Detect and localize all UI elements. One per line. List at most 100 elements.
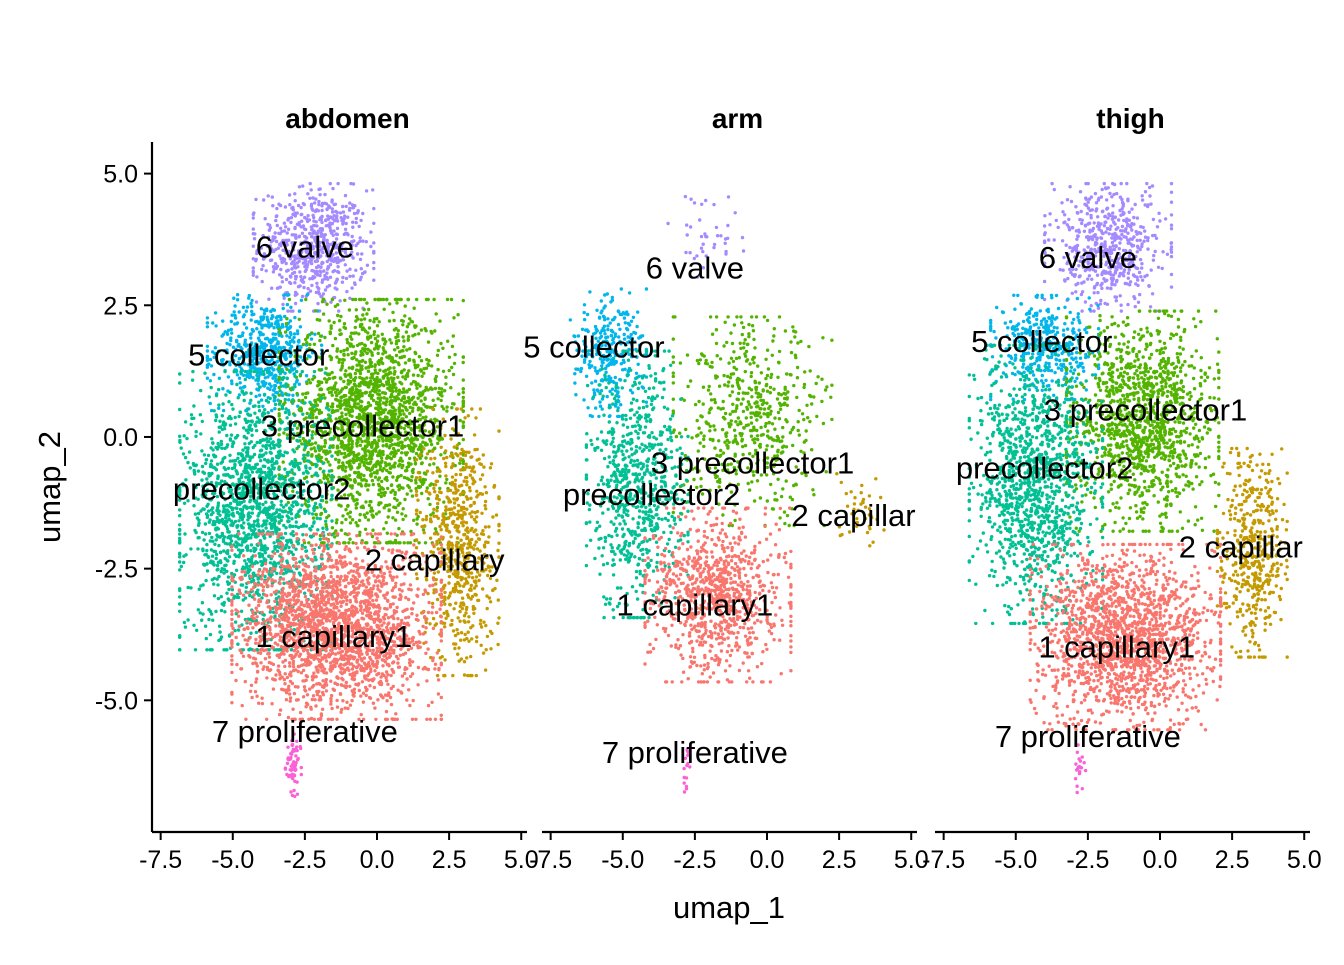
- data-point: [369, 230, 373, 234]
- data-point: [398, 389, 402, 393]
- data-point: [399, 297, 403, 302]
- data-point: [358, 257, 363, 262]
- data-point: [278, 452, 282, 456]
- data-point: [291, 533, 296, 538]
- data-point: [323, 277, 327, 281]
- data-point: [227, 555, 232, 559]
- data-point: [318, 193, 322, 197]
- data-point: [301, 201, 305, 206]
- data-point: [216, 560, 221, 564]
- data-point: [288, 331, 293, 335]
- data-point: [461, 459, 465, 463]
- data-point: [350, 203, 355, 207]
- data-point: [339, 451, 344, 456]
- data-point: [271, 204, 275, 208]
- data-point: [305, 293, 310, 297]
- data-point: [306, 214, 310, 218]
- data-point: [433, 386, 438, 391]
- data-point: [266, 460, 270, 464]
- data-point: [411, 395, 416, 399]
- data-point: [430, 387, 434, 391]
- data-point: [291, 387, 295, 391]
- data-point: [441, 369, 446, 373]
- data-point: [369, 244, 373, 249]
- data-point: [396, 345, 400, 350]
- data-point: [347, 449, 351, 453]
- data-point: [220, 460, 225, 464]
- data-point: [300, 279, 305, 284]
- data-point: [220, 519, 224, 523]
- data-point: [362, 473, 366, 478]
- data-point: [357, 369, 361, 373]
- data-point: [408, 317, 412, 321]
- data-point: [393, 538, 398, 543]
- data-point: [337, 319, 342, 323]
- data-point: [302, 275, 307, 279]
- data-point: [236, 628, 241, 632]
- data-point: [461, 378, 465, 382]
- data-point: [220, 446, 224, 450]
- data-point: [339, 314, 343, 319]
- data-point: [255, 377, 260, 381]
- data-point: [360, 341, 364, 346]
- data-point: [411, 373, 416, 377]
- data-point: [316, 265, 320, 269]
- data-point: [274, 265, 278, 270]
- data-point: [296, 461, 300, 466]
- data-point: [264, 526, 268, 530]
- data-point: [335, 287, 339, 291]
- data-point: [328, 226, 332, 230]
- data-point: [363, 453, 368, 458]
- data-point: [212, 372, 216, 377]
- data-point: [410, 475, 414, 479]
- data-point: [190, 378, 195, 382]
- data-point: [305, 250, 309, 255]
- data-point: [340, 521, 344, 525]
- data-point: [397, 526, 401, 531]
- data-point: [334, 397, 338, 402]
- data-point: [316, 290, 321, 294]
- data-point: [344, 221, 348, 226]
- data-point: [317, 286, 321, 291]
- data-point: [411, 447, 416, 451]
- data-point: [338, 328, 342, 332]
- data-point: [252, 523, 256, 527]
- data-point: [320, 300, 325, 304]
- data-point: [278, 203, 283, 208]
- data-point: [421, 390, 425, 394]
- data-point: [415, 297, 419, 302]
- data-point: [355, 444, 359, 448]
- data-point: [333, 281, 338, 285]
- data-point: [360, 400, 364, 404]
- data-point: [331, 240, 335, 245]
- data-point: [391, 516, 395, 520]
- data-point: [270, 322, 274, 326]
- data-point: [340, 364, 344, 368]
- data-point: [444, 464, 448, 469]
- data-point: [426, 362, 430, 366]
- data-point: [438, 486, 442, 491]
- data-point: [233, 519, 238, 524]
- data-point: [387, 319, 392, 323]
- data-point: [182, 560, 186, 565]
- data-point: [214, 415, 219, 419]
- data-point: [261, 464, 265, 468]
- data-point: [362, 297, 367, 302]
- data-point: [292, 465, 297, 469]
- data-point: [325, 302, 329, 306]
- data-point: [430, 331, 434, 335]
- data-point: [385, 531, 389, 535]
- data-point: [366, 518, 371, 522]
- data-point: [386, 376, 390, 380]
- data-point: [429, 482, 433, 486]
- data-point: [319, 447, 323, 451]
- data-point: [361, 506, 366, 510]
- data-point: [458, 461, 462, 465]
- data-point: [321, 526, 325, 530]
- data-point: [301, 241, 305, 245]
- data-point: [178, 434, 182, 438]
- data-point: [332, 295, 337, 300]
- data-point: [242, 398, 246, 403]
- data-point: [254, 300, 259, 304]
- data-point: [355, 252, 360, 256]
